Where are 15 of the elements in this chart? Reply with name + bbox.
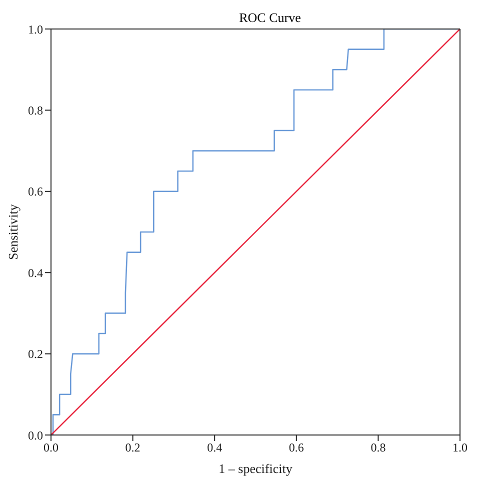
- x-tick-label: 0.2: [125, 440, 140, 455]
- y-tick-label: 0.8: [28, 103, 43, 118]
- x-tick-label: 0.6: [288, 440, 304, 455]
- x-axis-title: 1 – specificity: [218, 461, 293, 476]
- y-axis-title: Sensitivity: [6, 204, 21, 260]
- chart-title: ROC Curve: [239, 10, 302, 25]
- x-tick-label: 1.0: [452, 440, 468, 455]
- y-tick-label: 0.4: [28, 266, 43, 280]
- x-tick-label: 0.8: [370, 440, 386, 455]
- y-tick-label: 0.2: [28, 347, 43, 362]
- x-tick-label: 0.4: [207, 440, 222, 455]
- x-tick-label: 0.0: [44, 440, 58, 455]
- y-tick-label: 0.0: [28, 428, 43, 442]
- y-tick-label: 0.6: [28, 184, 43, 199]
- y-tick-label: 1.0: [28, 22, 43, 36]
